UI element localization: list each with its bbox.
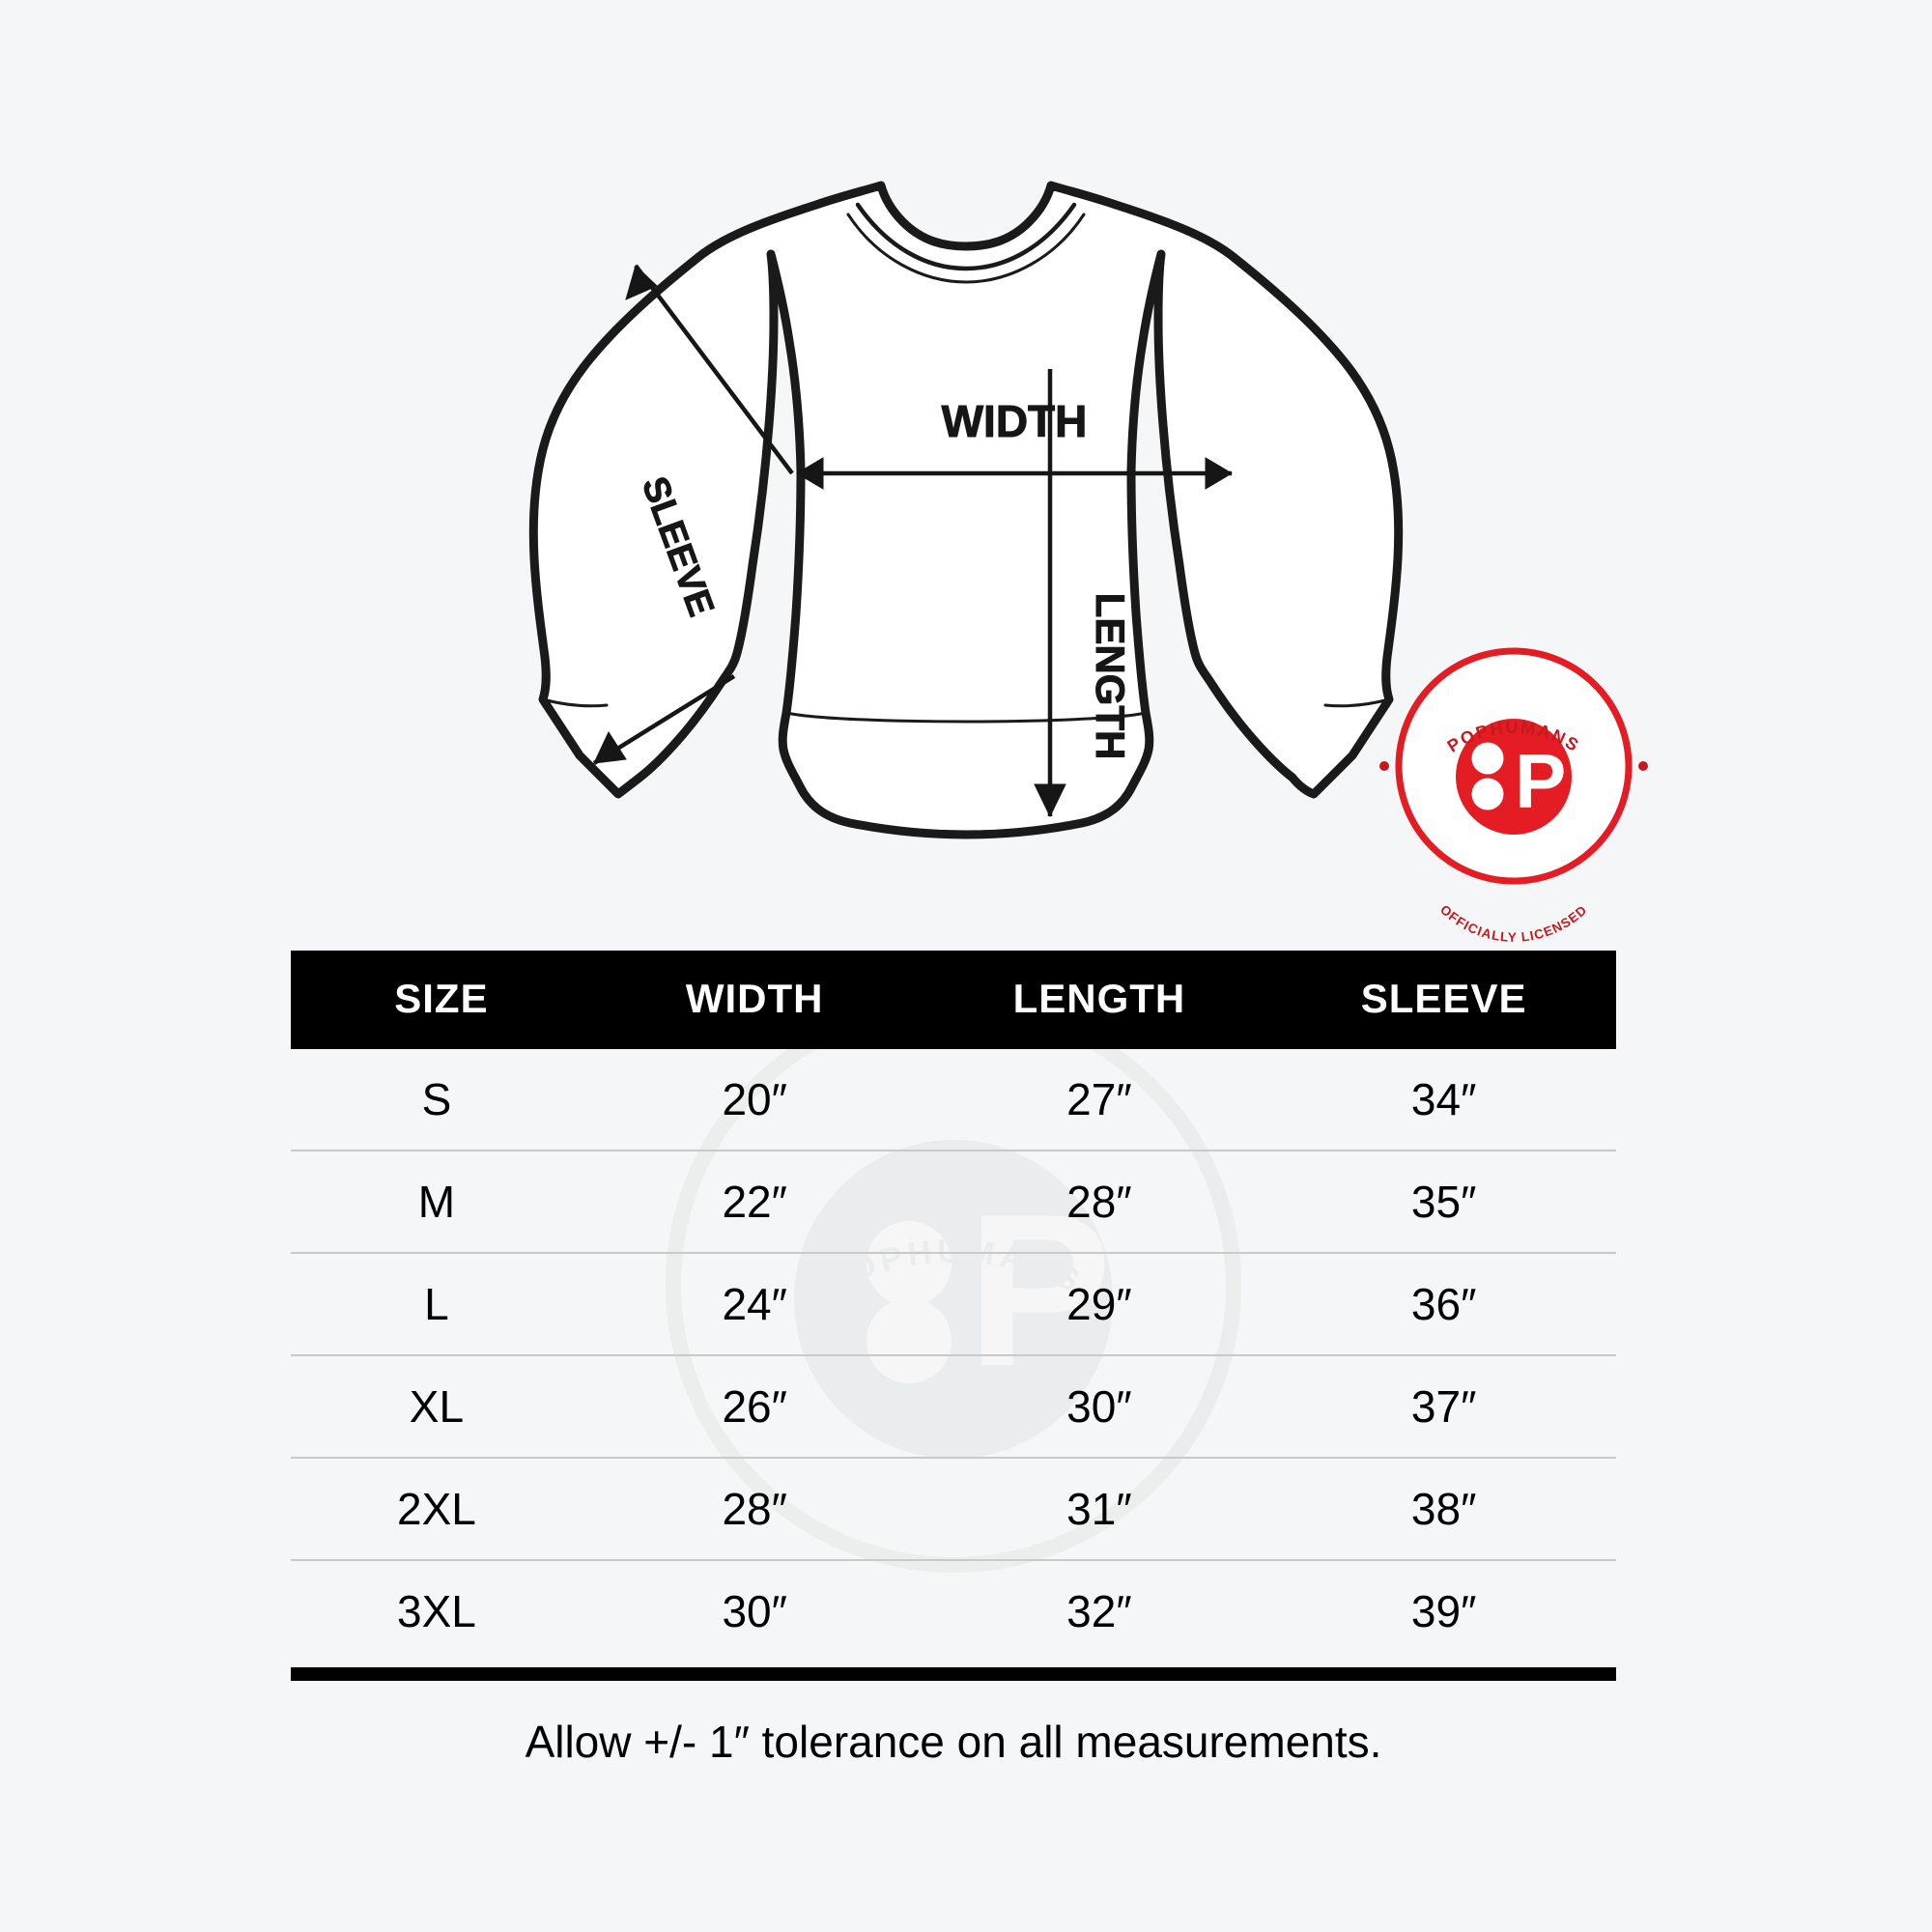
svg-text:P: P [1515, 738, 1566, 824]
svg-text:WIDTH: WIDTH [942, 396, 1088, 446]
svg-text:OFFICIALLY LICENSED: OFFICIALLY LICENSED [1437, 902, 1590, 945]
svg-text:LENGTH: LENGTH [1088, 593, 1133, 760]
